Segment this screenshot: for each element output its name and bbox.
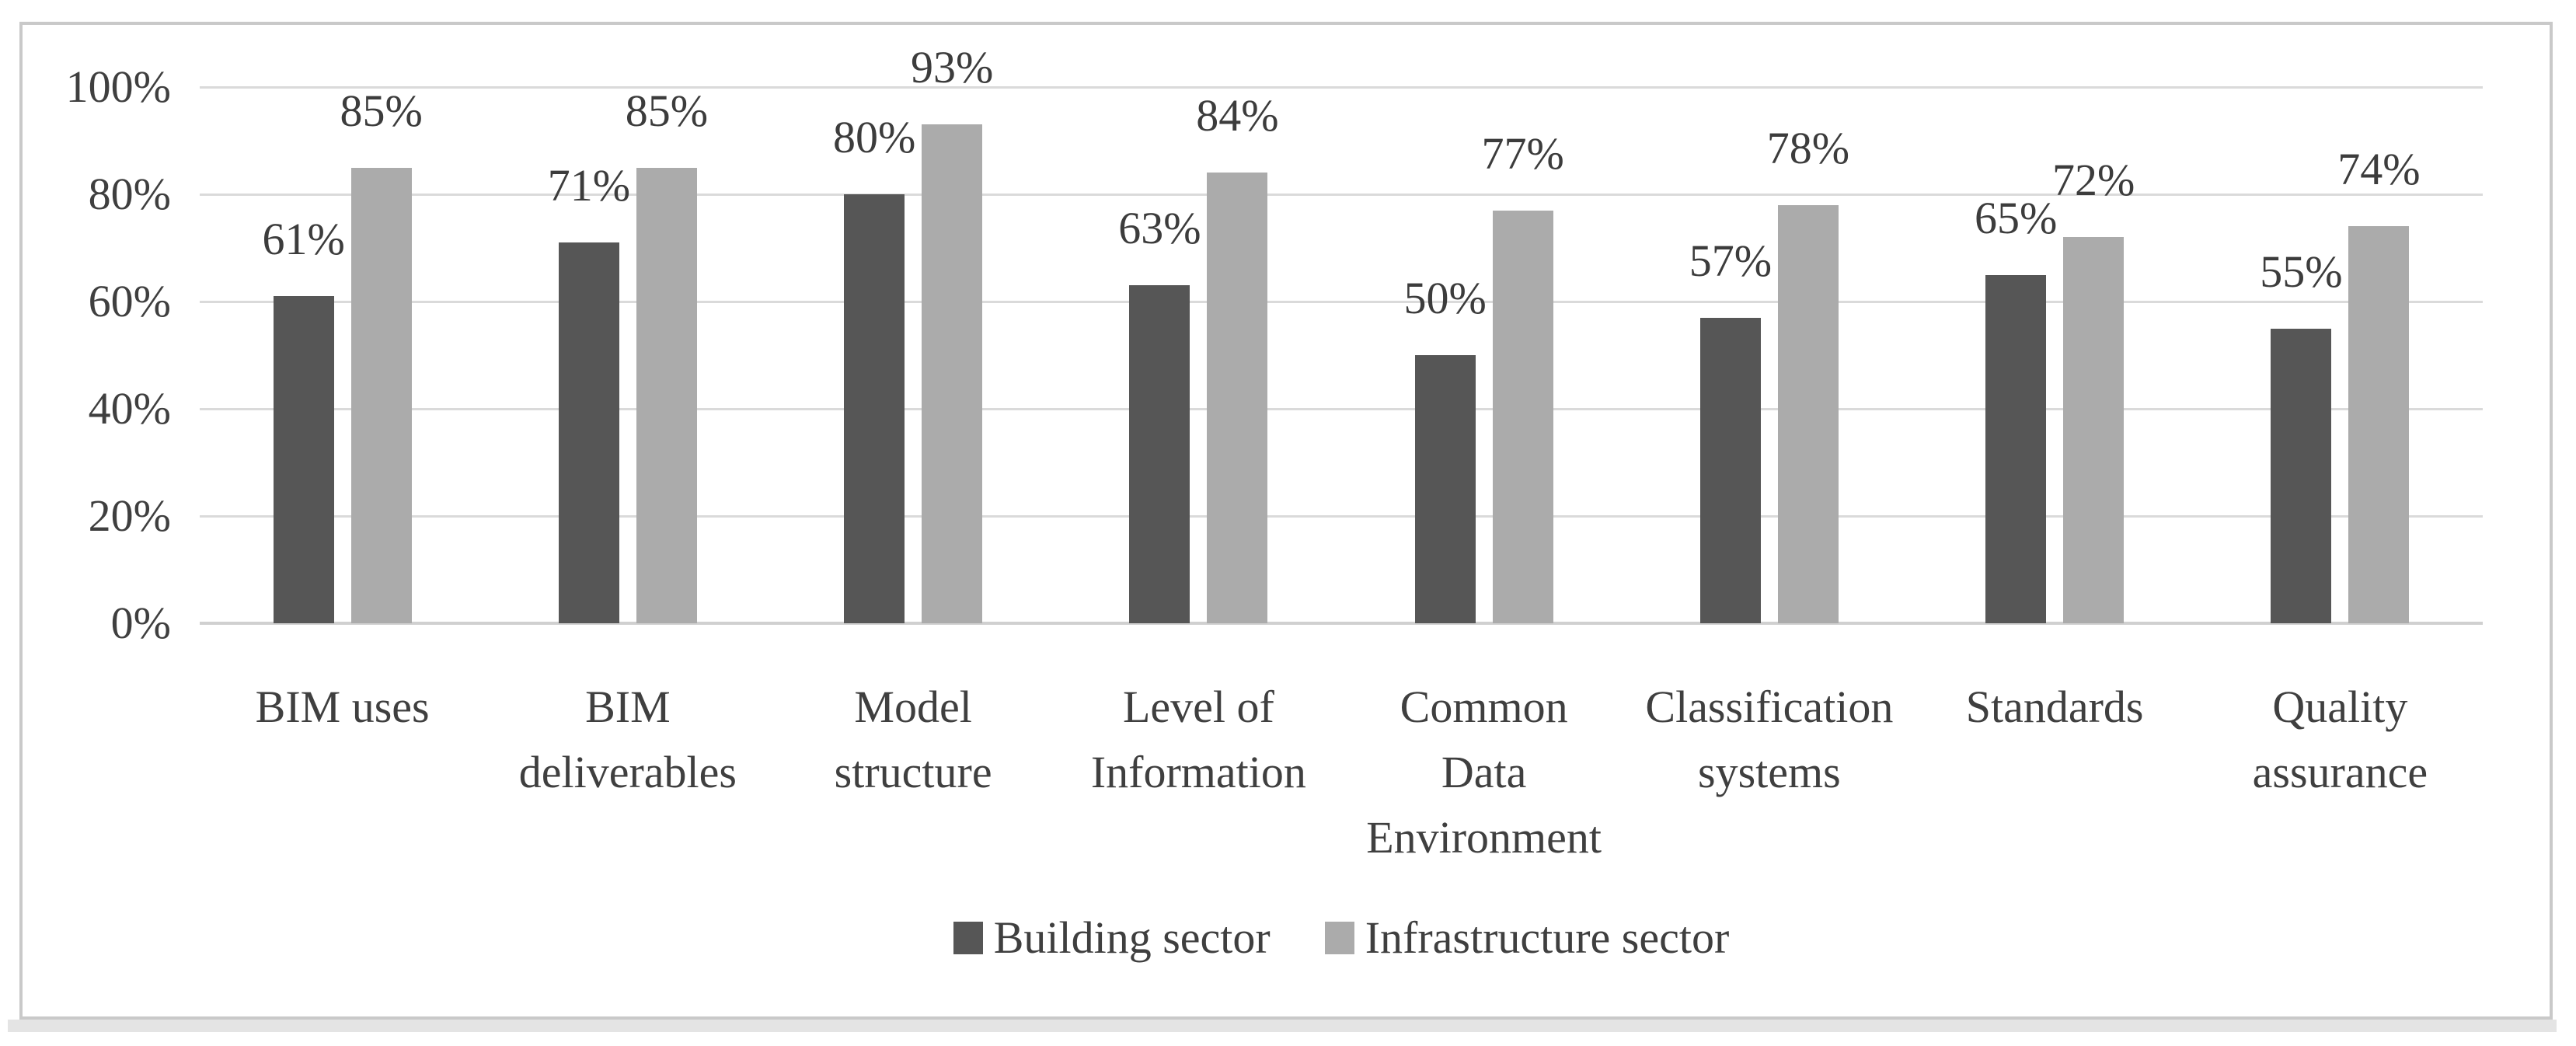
page-bottom-shadow-strip [8, 1020, 2557, 1032]
bar-infrastructure-sector [636, 167, 697, 623]
data-label: 93% [910, 42, 994, 93]
bar-infrastructure-sector [1777, 204, 1839, 623]
bar-infrastructure-sector [2348, 226, 2410, 623]
bar-infrastructure-sector [1492, 210, 1553, 623]
plot-area: 61% 85% 71% 85% 80% 93% 63% 84% 50% 77% 57% 78% 65% 7… [200, 45, 2483, 623]
bar-with-label: 85% [626, 88, 708, 623]
category-label: Standards [1965, 682, 2144, 732]
bar-building-sector [558, 242, 619, 623]
bar-with-label: 65% [1975, 195, 2057, 623]
bar-group: 50% 77% [1341, 87, 1626, 623]
data-label: 85% [340, 85, 423, 136]
bar-with-label: 55% [2260, 249, 2343, 623]
bar-infrastructure-sector [350, 167, 412, 623]
bar-group: 65% 72% [1912, 87, 2198, 623]
category-label: BIM deliverables [518, 682, 737, 797]
bar-building-sector [1414, 355, 1476, 623]
category-label: Common Data Environment [1366, 682, 1602, 863]
data-label: 85% [625, 85, 709, 136]
bar-with-label: 74% [2337, 147, 2421, 623]
data-label: 77% [1481, 127, 1564, 179]
legend-label: Building sector [993, 912, 1271, 963]
data-label: 80% [832, 112, 916, 162]
bar-building-sector [844, 194, 905, 623]
category-label: Classification systems [1645, 682, 1894, 797]
category-label: BIM uses [255, 682, 430, 732]
data-label: 57% [1689, 235, 1773, 286]
legend-marker-icon [953, 922, 983, 954]
bar-building-sector [2271, 328, 2332, 623]
category-label: Quality assurance [2252, 682, 2428, 797]
bar-with-label: 63% [1118, 206, 1201, 623]
bar-group: 57% 78% [1626, 87, 1912, 623]
bar-group: 61% 85% [200, 87, 485, 623]
data-label: 65% [1974, 192, 2058, 243]
bar-with-label: 85% [340, 88, 423, 623]
data-label: 50% [1403, 273, 1487, 323]
x-axis-category-labels: BIM uses BIM deliverables Model structure L… [200, 675, 2483, 870]
legend: Building sector Infrastructure sector [200, 914, 2483, 962]
data-label: 55% [2260, 246, 2343, 297]
bar-infrastructure-sector [1207, 173, 1268, 623]
bar-infrastructure-sector [2063, 237, 2125, 623]
category-label: Model structure [834, 682, 992, 797]
data-label: 78% [1766, 122, 1850, 173]
legend-item: Infrastructure sector [1324, 912, 1730, 963]
bar-with-label: 93% [911, 45, 993, 623]
data-label: 72% [2051, 155, 2135, 206]
bar-building-sector [1985, 274, 2047, 623]
chart-frame [19, 22, 2553, 1020]
legend-item: Building sector [953, 914, 1271, 962]
data-label: 63% [1118, 203, 1201, 254]
data-label: 74% [2337, 144, 2421, 195]
bar-group: 80% 93% [771, 45, 1056, 623]
bar-group: 71% 85% [485, 87, 770, 623]
bar-group: 63% 84% [1056, 87, 1341, 623]
legend-label: Infrastructure sector [1365, 912, 1730, 963]
category-label: Level of Information [1090, 682, 1306, 797]
bar-building-sector [273, 296, 334, 623]
bar-with-label: 77% [1481, 131, 1564, 623]
bar-with-label: 71% [548, 163, 630, 623]
bar-with-label: 78% [1767, 125, 1849, 623]
data-label: 71% [547, 160, 631, 211]
bar-infrastructure-sector [922, 124, 983, 623]
bar-with-label: 50% [1403, 276, 1487, 623]
bar-building-sector [1129, 285, 1190, 623]
bar-with-label: 72% [2052, 158, 2135, 623]
bar-with-label: 80% [833, 115, 915, 623]
bar-building-sector [1699, 317, 1761, 623]
data-label: 84% [1196, 90, 1279, 141]
bar-group: 55% 74% [2198, 87, 2483, 623]
bar-with-label: 61% [262, 217, 345, 623]
legend-marker-icon [1324, 922, 1354, 954]
data-label: 61% [262, 214, 345, 265]
bar-with-label: 84% [1196, 93, 1279, 623]
bar-with-label: 57% [1689, 238, 1772, 623]
